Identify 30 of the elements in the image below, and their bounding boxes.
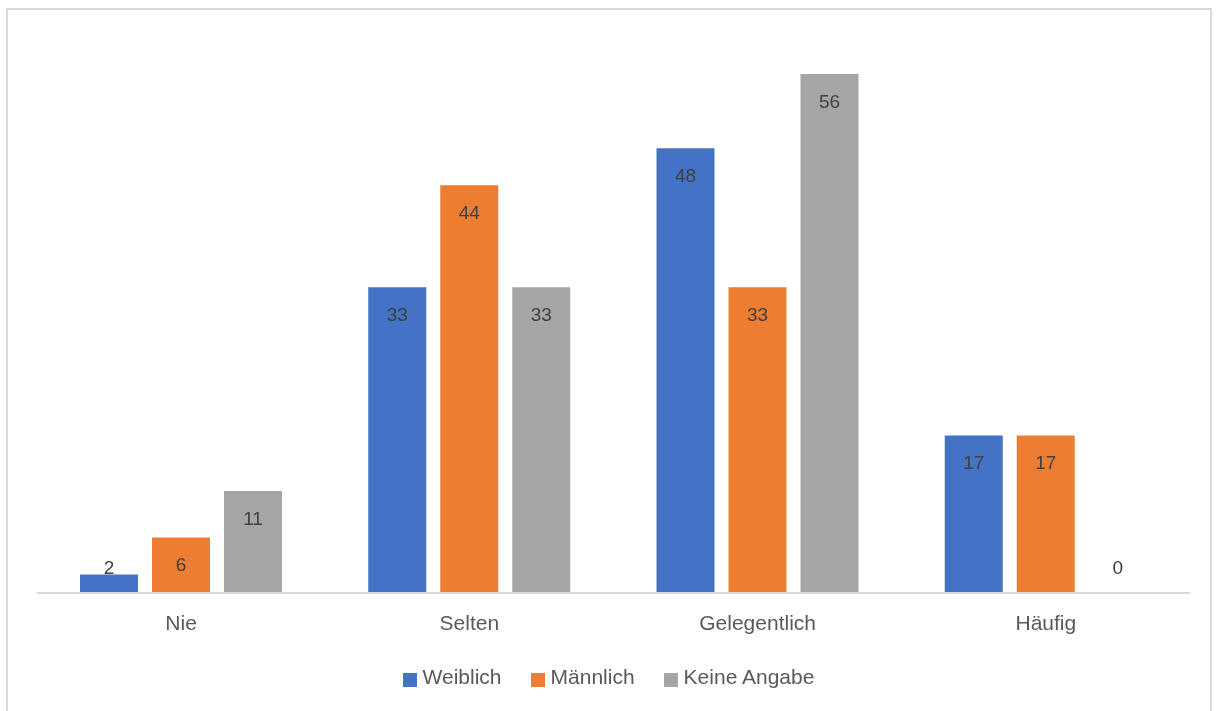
bar xyxy=(152,537,210,593)
data-label: 17 xyxy=(963,451,985,473)
data-label: 0 xyxy=(1112,556,1124,578)
bar xyxy=(440,185,499,593)
data-label: 2 xyxy=(103,556,115,578)
bar xyxy=(80,574,138,593)
data-label: 17 xyxy=(1035,451,1057,473)
bar xyxy=(1016,435,1075,593)
bar xyxy=(224,491,282,593)
data-label: 11 xyxy=(243,507,263,529)
bar xyxy=(800,74,859,593)
data-label: 48 xyxy=(674,164,697,186)
data-label: 6 xyxy=(175,553,187,575)
bar xyxy=(944,435,1003,593)
data-label: 33 xyxy=(746,303,769,325)
bar xyxy=(656,148,715,593)
x-tick-label: Häufig xyxy=(1015,610,1077,634)
bar xyxy=(368,287,427,593)
x-tick-label: Selten xyxy=(439,610,500,634)
legend-label: Keine Angabe xyxy=(683,665,815,688)
data-label: 44 xyxy=(458,201,481,223)
data-label: 33 xyxy=(530,303,552,325)
legend-label: Weiblich xyxy=(422,665,502,688)
x-tick-label: Gelegentlich xyxy=(699,610,816,634)
bar xyxy=(728,287,787,593)
data-label: 33 xyxy=(386,303,408,325)
legend-label: Männlich xyxy=(550,665,635,688)
x-tick-label: Nie xyxy=(165,610,197,634)
data-label: 56 xyxy=(818,90,841,112)
bar xyxy=(512,287,571,593)
